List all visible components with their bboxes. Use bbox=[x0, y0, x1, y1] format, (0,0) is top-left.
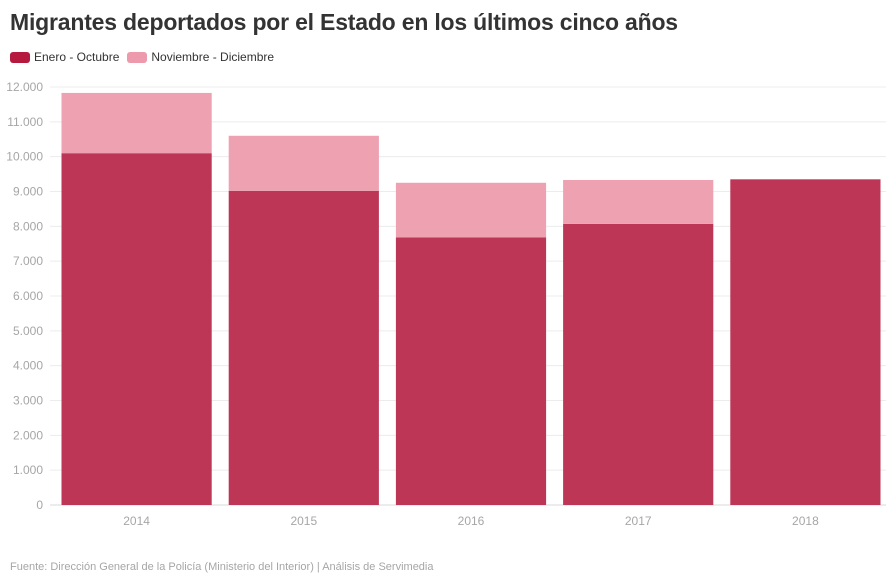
source-note: Fuente: Dirección General de la Policía … bbox=[10, 561, 434, 573]
y-tick-label: 11.000 bbox=[7, 115, 43, 129]
bar-noviembre-diciembre bbox=[395, 182, 547, 238]
bar-noviembre-diciembre bbox=[228, 135, 379, 191]
y-tick-label: 1.000 bbox=[13, 463, 43, 477]
x-tick-label: 2017 bbox=[625, 514, 652, 528]
x-tick-label: 2014 bbox=[123, 514, 150, 528]
y-tick-label: 9.000 bbox=[13, 185, 43, 199]
y-tick-label: 7.000 bbox=[13, 254, 43, 268]
bar-enero-octubre bbox=[730, 179, 881, 505]
x-tick-label: 2015 bbox=[290, 514, 317, 528]
bar-enero-octubre bbox=[61, 153, 212, 505]
y-tick-label: 2.000 bbox=[13, 428, 43, 442]
legend-swatch-noviembre-diciembre bbox=[127, 51, 148, 63]
x-tick-label: 2018 bbox=[792, 514, 819, 528]
y-tick-label: 12.000 bbox=[6, 80, 43, 94]
y-tick-label: 6.000 bbox=[13, 289, 43, 303]
legend-label-noviembre-diciembre: Noviembre - Diciembre bbox=[151, 50, 275, 64]
bar-noviembre-diciembre bbox=[61, 92, 212, 154]
legend-item-enero-octubre: Enero - Octubre bbox=[10, 50, 119, 64]
y-tick-label: 3.000 bbox=[13, 394, 43, 408]
y-tick-label: 10.000 bbox=[6, 150, 43, 164]
chart-title: Migrantes deportados por el Estado en lo… bbox=[10, 9, 678, 35]
bar-enero-octubre bbox=[228, 190, 379, 505]
bar-noviembre-diciembre bbox=[563, 180, 714, 224]
y-tick-label: 8.000 bbox=[13, 219, 43, 233]
y-tick-label: 0 bbox=[36, 498, 43, 512]
legend-label-enero-octubre: Enero - Octubre bbox=[34, 50, 120, 64]
legend-item-noviembre-diciembre: Noviembre - Diciembre bbox=[127, 50, 274, 64]
legend: Enero - Octubre Noviembre - Diciembre bbox=[10, 50, 282, 64]
legend-swatch-enero-octubre bbox=[10, 51, 30, 63]
bar-enero-octubre bbox=[395, 237, 547, 506]
x-tick-label: 2016 bbox=[458, 514, 485, 528]
y-tick-label: 5.000 bbox=[13, 324, 43, 338]
y-tick-label: 4.000 bbox=[13, 359, 43, 373]
bar-enero-octubre bbox=[563, 223, 714, 505]
